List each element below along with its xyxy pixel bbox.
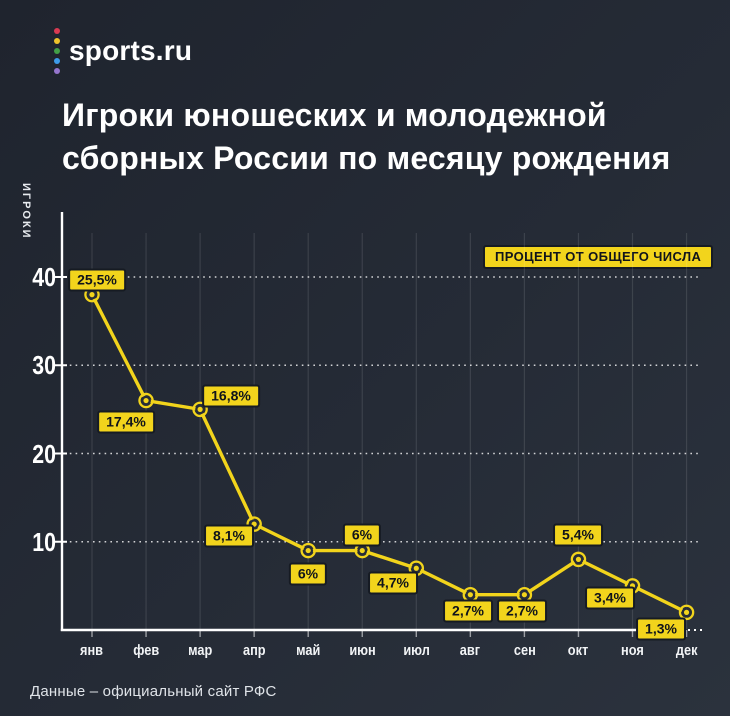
data-point-marker bbox=[192, 401, 208, 418]
data-point-marker bbox=[138, 392, 154, 409]
value-label: 2,7% bbox=[443, 599, 493, 623]
data-line bbox=[90, 292, 689, 615]
y-tick-label: 10 bbox=[32, 526, 56, 557]
x-tick-label: авг bbox=[460, 642, 481, 659]
value-label: 5,4% bbox=[553, 523, 603, 547]
data-point-marker-core bbox=[143, 397, 149, 404]
y-tick-label: 40 bbox=[32, 262, 56, 292]
logo-text: sports.ru bbox=[69, 35, 193, 66]
chart-title: Игроки юношеских и молодежной сборных Ро… bbox=[62, 94, 670, 180]
y-axis-name: ИГРОКИ bbox=[20, 183, 32, 240]
chart-title-line2: сборных России по месяцу рождения bbox=[62, 140, 671, 176]
value-label: 25,5% bbox=[68, 268, 126, 292]
sports-ru-logo: sports.ru bbox=[54, 28, 192, 74]
data-point-marker bbox=[570, 551, 587, 568]
data-source-note: Данные – официальный сайт РФС bbox=[30, 683, 277, 700]
logo-dot-icon bbox=[54, 28, 60, 34]
chart-title-line1: Игроки юношеских и молодежной bbox=[62, 97, 607, 133]
logo-dots-icon bbox=[54, 28, 60, 74]
x-tick-label: ноя bbox=[621, 642, 644, 659]
x-tick-label: мар bbox=[188, 642, 213, 659]
data-point-marker-core bbox=[89, 292, 95, 298]
value-label: 2,7% bbox=[497, 599, 547, 623]
x-tick-label: дек bbox=[675, 642, 698, 659]
value-label: 8,1% bbox=[204, 524, 254, 548]
data-point-marker-core bbox=[359, 547, 365, 554]
logo-dot-icon bbox=[54, 38, 60, 44]
value-label: 4,7% bbox=[368, 571, 418, 595]
x-tick-label: окт bbox=[568, 642, 589, 659]
data-point-marker-core bbox=[305, 547, 311, 554]
data-point-marker-core bbox=[683, 609, 690, 615]
legend-badge: ПРОЦЕНТ ОТ ОБЩЕГО ЧИСЛА bbox=[483, 245, 714, 269]
logo-dot-icon bbox=[54, 58, 60, 64]
x-tick-label: сен bbox=[513, 642, 536, 659]
logo-dot-icon bbox=[54, 48, 60, 54]
data-point-marker bbox=[246, 516, 262, 532]
logo-dot-icon bbox=[54, 68, 60, 74]
x-tick-label: фев bbox=[133, 642, 160, 659]
value-label: 1,3% bbox=[636, 617, 686, 641]
data-point-marker-core bbox=[467, 592, 473, 598]
value-label: 3,4% bbox=[585, 586, 635, 610]
x-tick-label: июн bbox=[349, 642, 376, 659]
data-point-marker-core bbox=[197, 406, 203, 412]
x-tick-label: июл bbox=[403, 642, 430, 659]
x-tick-label: май bbox=[296, 642, 321, 659]
data-point-marker bbox=[300, 542, 316, 559]
value-label: 6% bbox=[342, 523, 382, 547]
x-tick-label: апр bbox=[242, 642, 266, 659]
y-tick-label: 30 bbox=[32, 350, 56, 381]
value-label: 16,8% bbox=[202, 384, 260, 408]
data-point-marker bbox=[678, 604, 695, 621]
data-point-marker-core bbox=[575, 556, 582, 563]
y-tick-label: 20 bbox=[32, 438, 56, 469]
x-tick-label: янв bbox=[80, 642, 104, 659]
value-label: 17,4% bbox=[97, 410, 155, 434]
value-label: 6% bbox=[288, 562, 328, 586]
data-point-marker-core bbox=[521, 592, 528, 598]
data-point-marker-core bbox=[413, 565, 419, 571]
